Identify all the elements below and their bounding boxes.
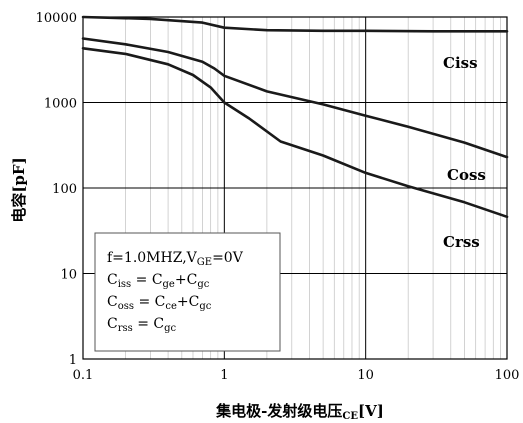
ciss-formula-c: +C bbox=[175, 272, 197, 288]
ciss-formula-b-sub: ge bbox=[163, 279, 175, 290]
x-axis-title-main: 集电极-发射级电压 bbox=[215, 402, 342, 420]
x-axis-title: 集电极-发射级电压CE[V] bbox=[215, 402, 384, 422]
annotation-frame bbox=[94, 232, 281, 352]
annotation-frequency-text: f=1.0MHZ,V bbox=[107, 250, 198, 266]
annotation-coss-formula: Coss = Cce+Cgc bbox=[107, 294, 212, 312]
x-axis-title-unit: [V] bbox=[358, 402, 384, 420]
coss-formula-a-sub: oss bbox=[118, 301, 134, 312]
plot-frame bbox=[82, 16, 508, 360]
annotation-frequency-subscript: GE bbox=[197, 257, 212, 268]
coss-formula-c: +C bbox=[177, 294, 199, 310]
ciss-formula-b: = C bbox=[131, 272, 162, 288]
x-tick-label: 0.1 bbox=[73, 368, 94, 383]
series-label-coss: Coss bbox=[447, 166, 486, 184]
x-axis-title-subscript: CE bbox=[342, 411, 358, 422]
series-line-crss bbox=[81, 47, 509, 219]
series-layer bbox=[81, 15, 509, 219]
coss-formula-b-sub: ce bbox=[165, 301, 177, 312]
annotation-frequency-tail: =0V bbox=[212, 250, 244, 266]
y-tick-label: 1000 bbox=[44, 97, 77, 112]
crss-formula-a: C bbox=[107, 316, 118, 332]
y-tick-label: 100 bbox=[52, 182, 77, 197]
coss-formula-c-sub: gc bbox=[199, 301, 211, 312]
ciss-formula-c-sub: gc bbox=[197, 279, 209, 290]
y-tick-label: 10 bbox=[60, 268, 77, 283]
conditions-annotation-box: f=1.0MHZ,VGE=0V Ciss = Cge+Cgc Coss = Cc… bbox=[94, 232, 281, 352]
ciss-formula-a: C bbox=[107, 272, 118, 288]
crss-formula-b: = C bbox=[133, 316, 164, 332]
series-line-ciss bbox=[81, 15, 509, 33]
y-tick-label: 10000 bbox=[36, 11, 77, 26]
crss-formula-b-sub: gc bbox=[164, 323, 176, 334]
annotation-crss-formula: Crss = Cgc bbox=[107, 316, 177, 334]
y-tick-label: 1 bbox=[69, 353, 77, 368]
annotation-ciss-formula: Ciss = Cge+Cgc bbox=[107, 272, 210, 290]
y-axis-title: 电容[pF] bbox=[10, 157, 28, 222]
coss-formula-a: C bbox=[107, 294, 118, 310]
x-tick-label: 10 bbox=[357, 368, 374, 383]
crss-formula-a-sub: rss bbox=[118, 323, 133, 334]
x-tick-label: 100 bbox=[495, 368, 520, 383]
series-label-ciss: Ciss bbox=[443, 54, 478, 72]
series-line-coss bbox=[81, 37, 509, 159]
annotation-frequency-line: f=1.0MHZ,VGE=0V bbox=[107, 250, 244, 268]
coss-formula-b: = C bbox=[134, 294, 165, 310]
x-tick-label: 1 bbox=[220, 368, 228, 383]
series-label-crss: Crss bbox=[443, 233, 480, 251]
ciss-formula-a-sub: iss bbox=[118, 279, 131, 290]
